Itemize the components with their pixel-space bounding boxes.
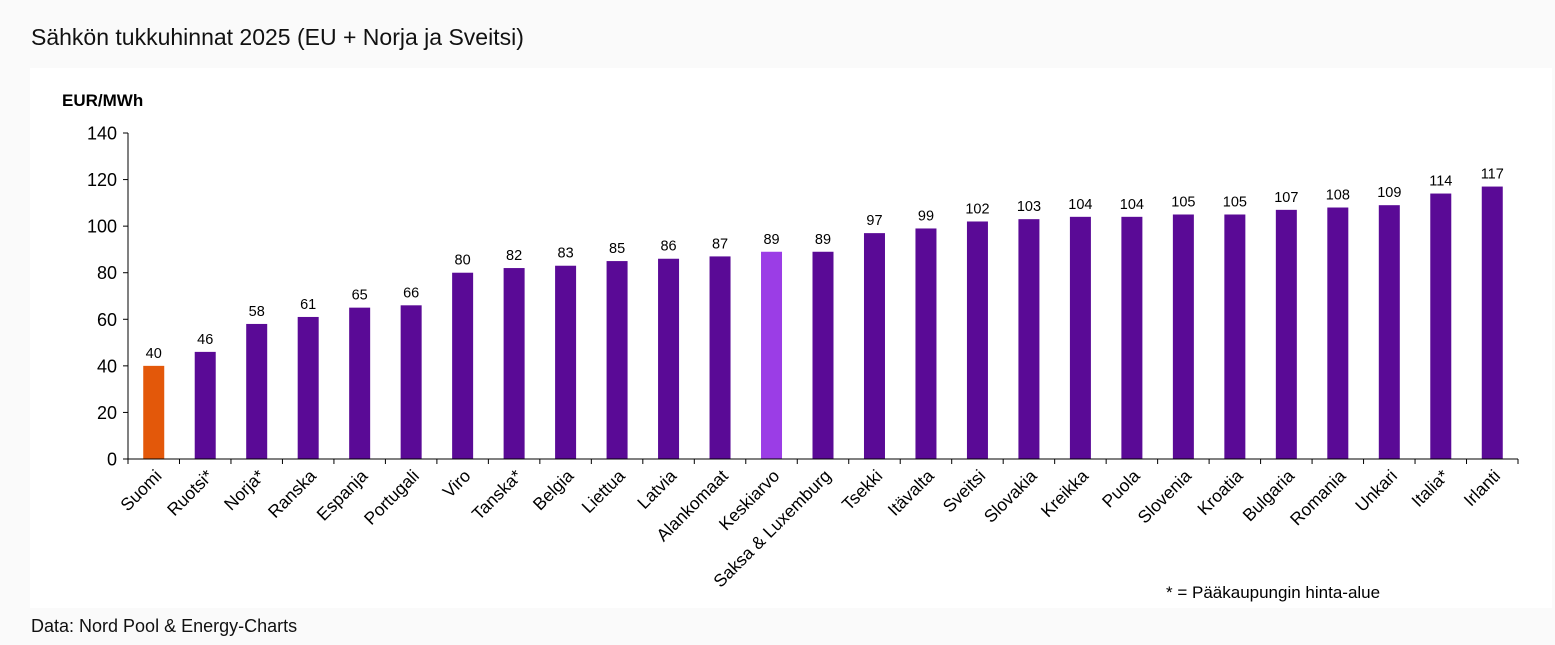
y-tick-label: 80 [97, 263, 117, 283]
bar [555, 265, 577, 459]
x-tick-label: Puola [1098, 466, 1144, 512]
bar [400, 305, 422, 459]
x-tick-label: Viro [439, 466, 475, 502]
data-label: 80 [455, 253, 471, 269]
y-axis-label: EUR/MWh [62, 91, 143, 110]
data-label: 114 [1429, 174, 1452, 190]
bar [1121, 216, 1143, 459]
x-tick-label: Kreikka [1037, 466, 1093, 522]
bar [863, 233, 885, 459]
data-source: Data: Nord Pool & Energy-Charts [31, 616, 298, 636]
x-tick-label: Ruotsi* [163, 466, 217, 520]
bar [503, 268, 525, 459]
x-tick-label: Ranska [264, 466, 320, 522]
data-label: 107 [1274, 190, 1298, 206]
data-label: 83 [558, 246, 574, 262]
data-label: 87 [712, 236, 728, 252]
bar [246, 323, 268, 459]
x-tick-label: Portugali [360, 466, 423, 529]
bar [349, 307, 371, 459]
data-label: 97 [866, 213, 882, 229]
data-label: 61 [300, 297, 316, 313]
bar [1172, 214, 1194, 459]
bar [812, 251, 834, 459]
data-label: 46 [197, 332, 213, 348]
data-label: 89 [815, 232, 831, 248]
y-axis-ticks: 0 20 40 60 80 100 120 140 [87, 124, 128, 470]
data-label: 103 [1017, 199, 1041, 215]
data-label: 104 [1120, 197, 1144, 213]
bar [1275, 209, 1297, 459]
bar [297, 316, 319, 459]
x-tick-label: Sveitsi [939, 466, 990, 517]
x-tick-label: Irlanti [1460, 466, 1504, 510]
data-label: 65 [352, 288, 368, 304]
chart-title: Sähkön tukkuhinnat 2025 (EU + Norja ja S… [31, 24, 524, 50]
bar [143, 365, 165, 459]
data-label: 82 [506, 248, 522, 264]
data-label: 58 [249, 304, 265, 320]
data-labels: 40 46 58 61 65 66 80 82 83 85 86 87 89 89 97 99 102 103 10… [146, 167, 1504, 362]
bar [452, 272, 474, 459]
y-tick-label: 40 [97, 356, 117, 376]
data-label: 105 [1223, 195, 1247, 211]
bar [606, 261, 628, 459]
bar [1378, 205, 1400, 459]
x-tick-label: Itävalta [884, 466, 938, 520]
data-label: 86 [660, 239, 676, 255]
bars [143, 186, 1503, 460]
x-tick-label: Suomi [116, 466, 165, 515]
x-tick-label: Latvia [633, 466, 680, 513]
bar [966, 221, 988, 459]
plot-panel [30, 68, 1552, 608]
data-label: 89 [763, 232, 779, 248]
bar [1069, 216, 1091, 459]
bar [1327, 207, 1349, 459]
bar [1224, 214, 1246, 459]
y-tick-label: 120 [87, 170, 117, 190]
data-label: 109 [1377, 185, 1401, 201]
x-tick-label: Norja* [220, 466, 269, 515]
bar [709, 256, 731, 459]
x-tick-label: Slovenia [1134, 466, 1196, 528]
bar [1018, 219, 1040, 459]
data-label: 99 [918, 208, 934, 224]
x-tick-label: Italia* [1408, 466, 1453, 511]
y-tick-label: 0 [107, 450, 117, 470]
bar [915, 228, 937, 459]
y-tick-label: 60 [97, 310, 117, 330]
x-tick-label: Belgia [529, 466, 578, 515]
x-tick-label: Tanska* [468, 466, 526, 524]
y-tick-label: 140 [87, 124, 117, 144]
data-label: 105 [1171, 195, 1195, 211]
bar [1481, 186, 1503, 460]
x-tick-label: Unkari [1351, 466, 1401, 516]
x-tick-label: Slovakia [980, 466, 1041, 527]
y-tick-label: 100 [87, 217, 117, 237]
x-tick-label: Romania [1286, 466, 1350, 530]
bar [658, 258, 680, 459]
data-label: 40 [146, 346, 162, 362]
data-label: 104 [1068, 197, 1092, 213]
x-tick-label: Liettua [578, 466, 629, 517]
data-label: 108 [1326, 188, 1350, 204]
data-label: 85 [609, 241, 625, 257]
bar [194, 351, 216, 459]
footnote: * = Pääkaupungin hinta-alue [1166, 583, 1381, 602]
bar [1430, 193, 1452, 460]
y-tick-label: 20 [97, 403, 117, 423]
data-label: 117 [1481, 167, 1504, 183]
data-label: 66 [403, 285, 419, 301]
data-label: 102 [965, 201, 989, 217]
x-tick-label: Tsekki [838, 466, 887, 515]
bar [761, 251, 783, 459]
